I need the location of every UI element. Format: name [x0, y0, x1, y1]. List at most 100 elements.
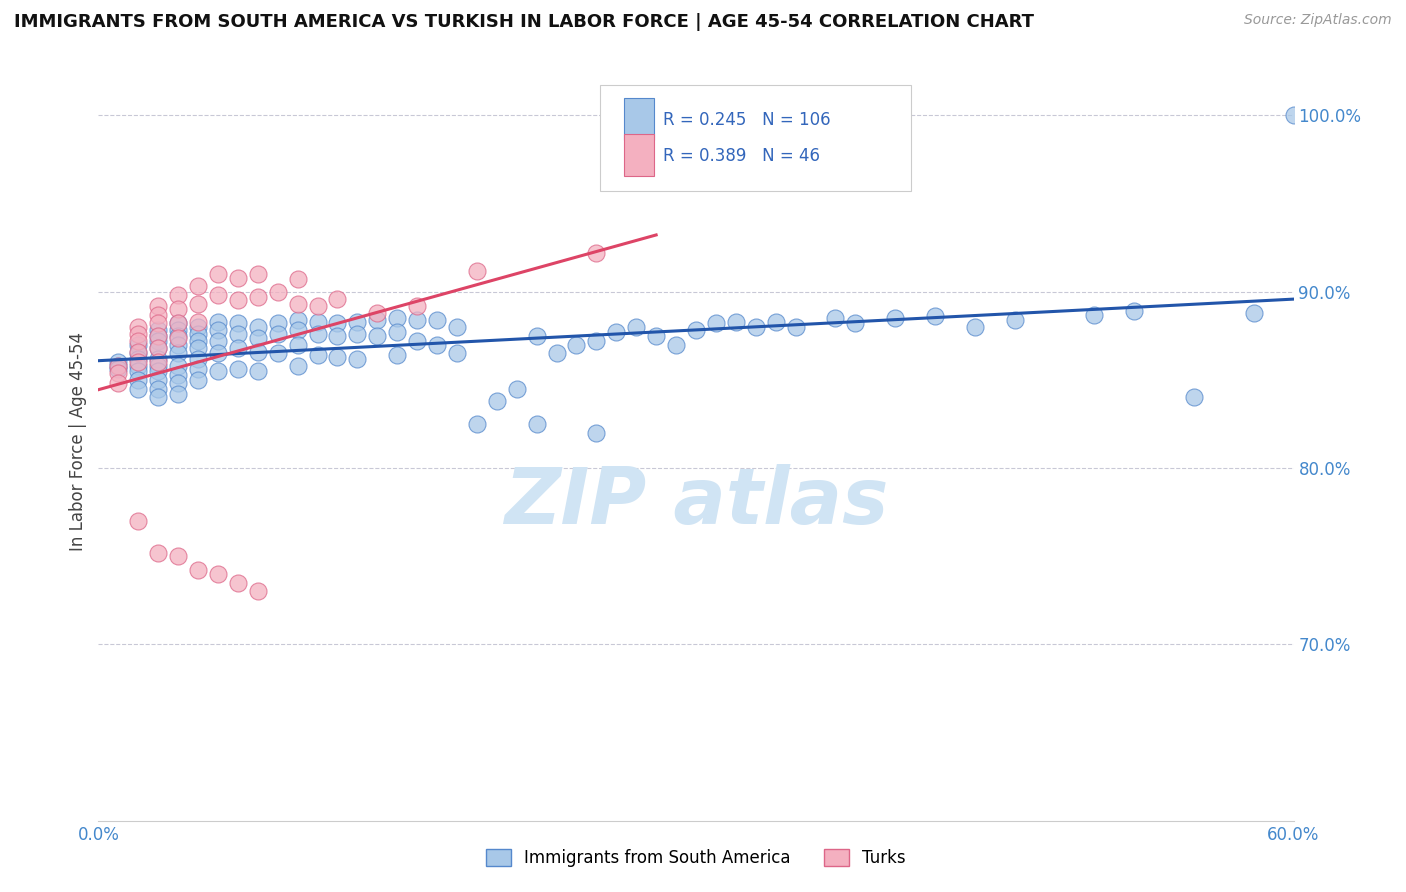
Point [167, 337, 190, 351]
Point [167, 317, 190, 331]
Point [127, 359, 149, 373]
Point [246, 344, 269, 359]
Point [526, 328, 548, 343]
Text: ZIP atlas: ZIP atlas [503, 464, 889, 541]
Point [1182, 391, 1205, 405]
Text: R = 0.389   N = 46: R = 0.389 N = 46 [662, 147, 820, 165]
Point [187, 563, 209, 577]
Text: R = 0.245   N = 106: R = 0.245 N = 106 [662, 112, 830, 129]
Point [246, 584, 269, 599]
Point [187, 341, 209, 355]
Point [326, 317, 349, 331]
Point [267, 317, 290, 331]
Point [107, 355, 129, 369]
Point [187, 297, 209, 311]
Point [148, 373, 170, 387]
Point [226, 317, 249, 331]
Legend: Immigrants from South America, Turks: Immigrants from South America, Turks [479, 842, 912, 874]
Point [127, 351, 149, 366]
Point [148, 323, 170, 337]
Point [148, 391, 170, 405]
Point [267, 326, 290, 341]
Point [148, 351, 170, 366]
Point [187, 362, 209, 376]
Point [167, 317, 190, 331]
Point [287, 313, 309, 327]
Point [207, 267, 229, 281]
Point [187, 279, 209, 293]
Point [366, 306, 388, 320]
Point [167, 376, 190, 391]
Point [465, 417, 488, 431]
Point [585, 245, 607, 260]
Point [745, 320, 768, 334]
Point [148, 355, 170, 369]
Text: IMMIGRANTS FROM SOUTH AMERICA VS TURKISH IN LABOR FORCE | AGE 45-54 CORRELATION : IMMIGRANTS FROM SOUTH AMERICA VS TURKISH… [14, 13, 1033, 31]
Point [267, 285, 290, 299]
Point [187, 326, 209, 341]
Point [406, 334, 429, 348]
Point [287, 359, 309, 373]
Point [187, 315, 209, 329]
Y-axis label: In Labor Force | Age 45-54: In Labor Force | Age 45-54 [69, 332, 87, 551]
Point [645, 328, 668, 343]
Point [585, 334, 607, 348]
Point [226, 293, 249, 308]
Point [724, 315, 747, 329]
Point [246, 330, 269, 344]
Point [167, 330, 190, 344]
Point [148, 299, 170, 313]
Point [167, 387, 190, 401]
Point [127, 373, 149, 387]
Point [207, 346, 229, 360]
Point [326, 350, 349, 364]
Point [246, 320, 269, 334]
Point [385, 325, 409, 339]
Point [1004, 313, 1026, 327]
Point [446, 346, 468, 360]
Point [226, 326, 249, 341]
Point [207, 334, 229, 348]
Point [127, 334, 149, 348]
Point [884, 311, 907, 326]
Point [465, 263, 488, 277]
Point [485, 394, 508, 409]
Point [287, 297, 309, 311]
Point [207, 566, 229, 581]
Point [346, 351, 368, 366]
Point [307, 315, 329, 329]
Point [107, 362, 129, 376]
Point [426, 337, 449, 351]
Point [824, 311, 846, 326]
Point [107, 359, 129, 373]
Point [226, 362, 249, 376]
Point [226, 270, 249, 285]
Point [765, 315, 787, 329]
Point [287, 272, 309, 286]
Point [626, 320, 648, 334]
FancyBboxPatch shape [600, 85, 911, 191]
Point [127, 337, 149, 351]
Point [605, 325, 627, 339]
Point [963, 320, 986, 334]
Point [167, 359, 190, 373]
Point [346, 315, 368, 329]
Point [924, 310, 946, 324]
Point [446, 320, 468, 334]
Point [426, 313, 449, 327]
Point [366, 328, 388, 343]
Point [167, 368, 190, 382]
Point [107, 366, 129, 380]
Point [1123, 304, 1146, 318]
Point [148, 334, 170, 348]
Point [167, 346, 190, 360]
Point [167, 288, 190, 302]
Point [287, 337, 309, 351]
Point [167, 302, 190, 317]
Point [326, 292, 349, 306]
Point [127, 355, 149, 369]
Point [127, 320, 149, 334]
Point [148, 341, 170, 355]
Point [167, 328, 190, 343]
Point [187, 320, 209, 334]
